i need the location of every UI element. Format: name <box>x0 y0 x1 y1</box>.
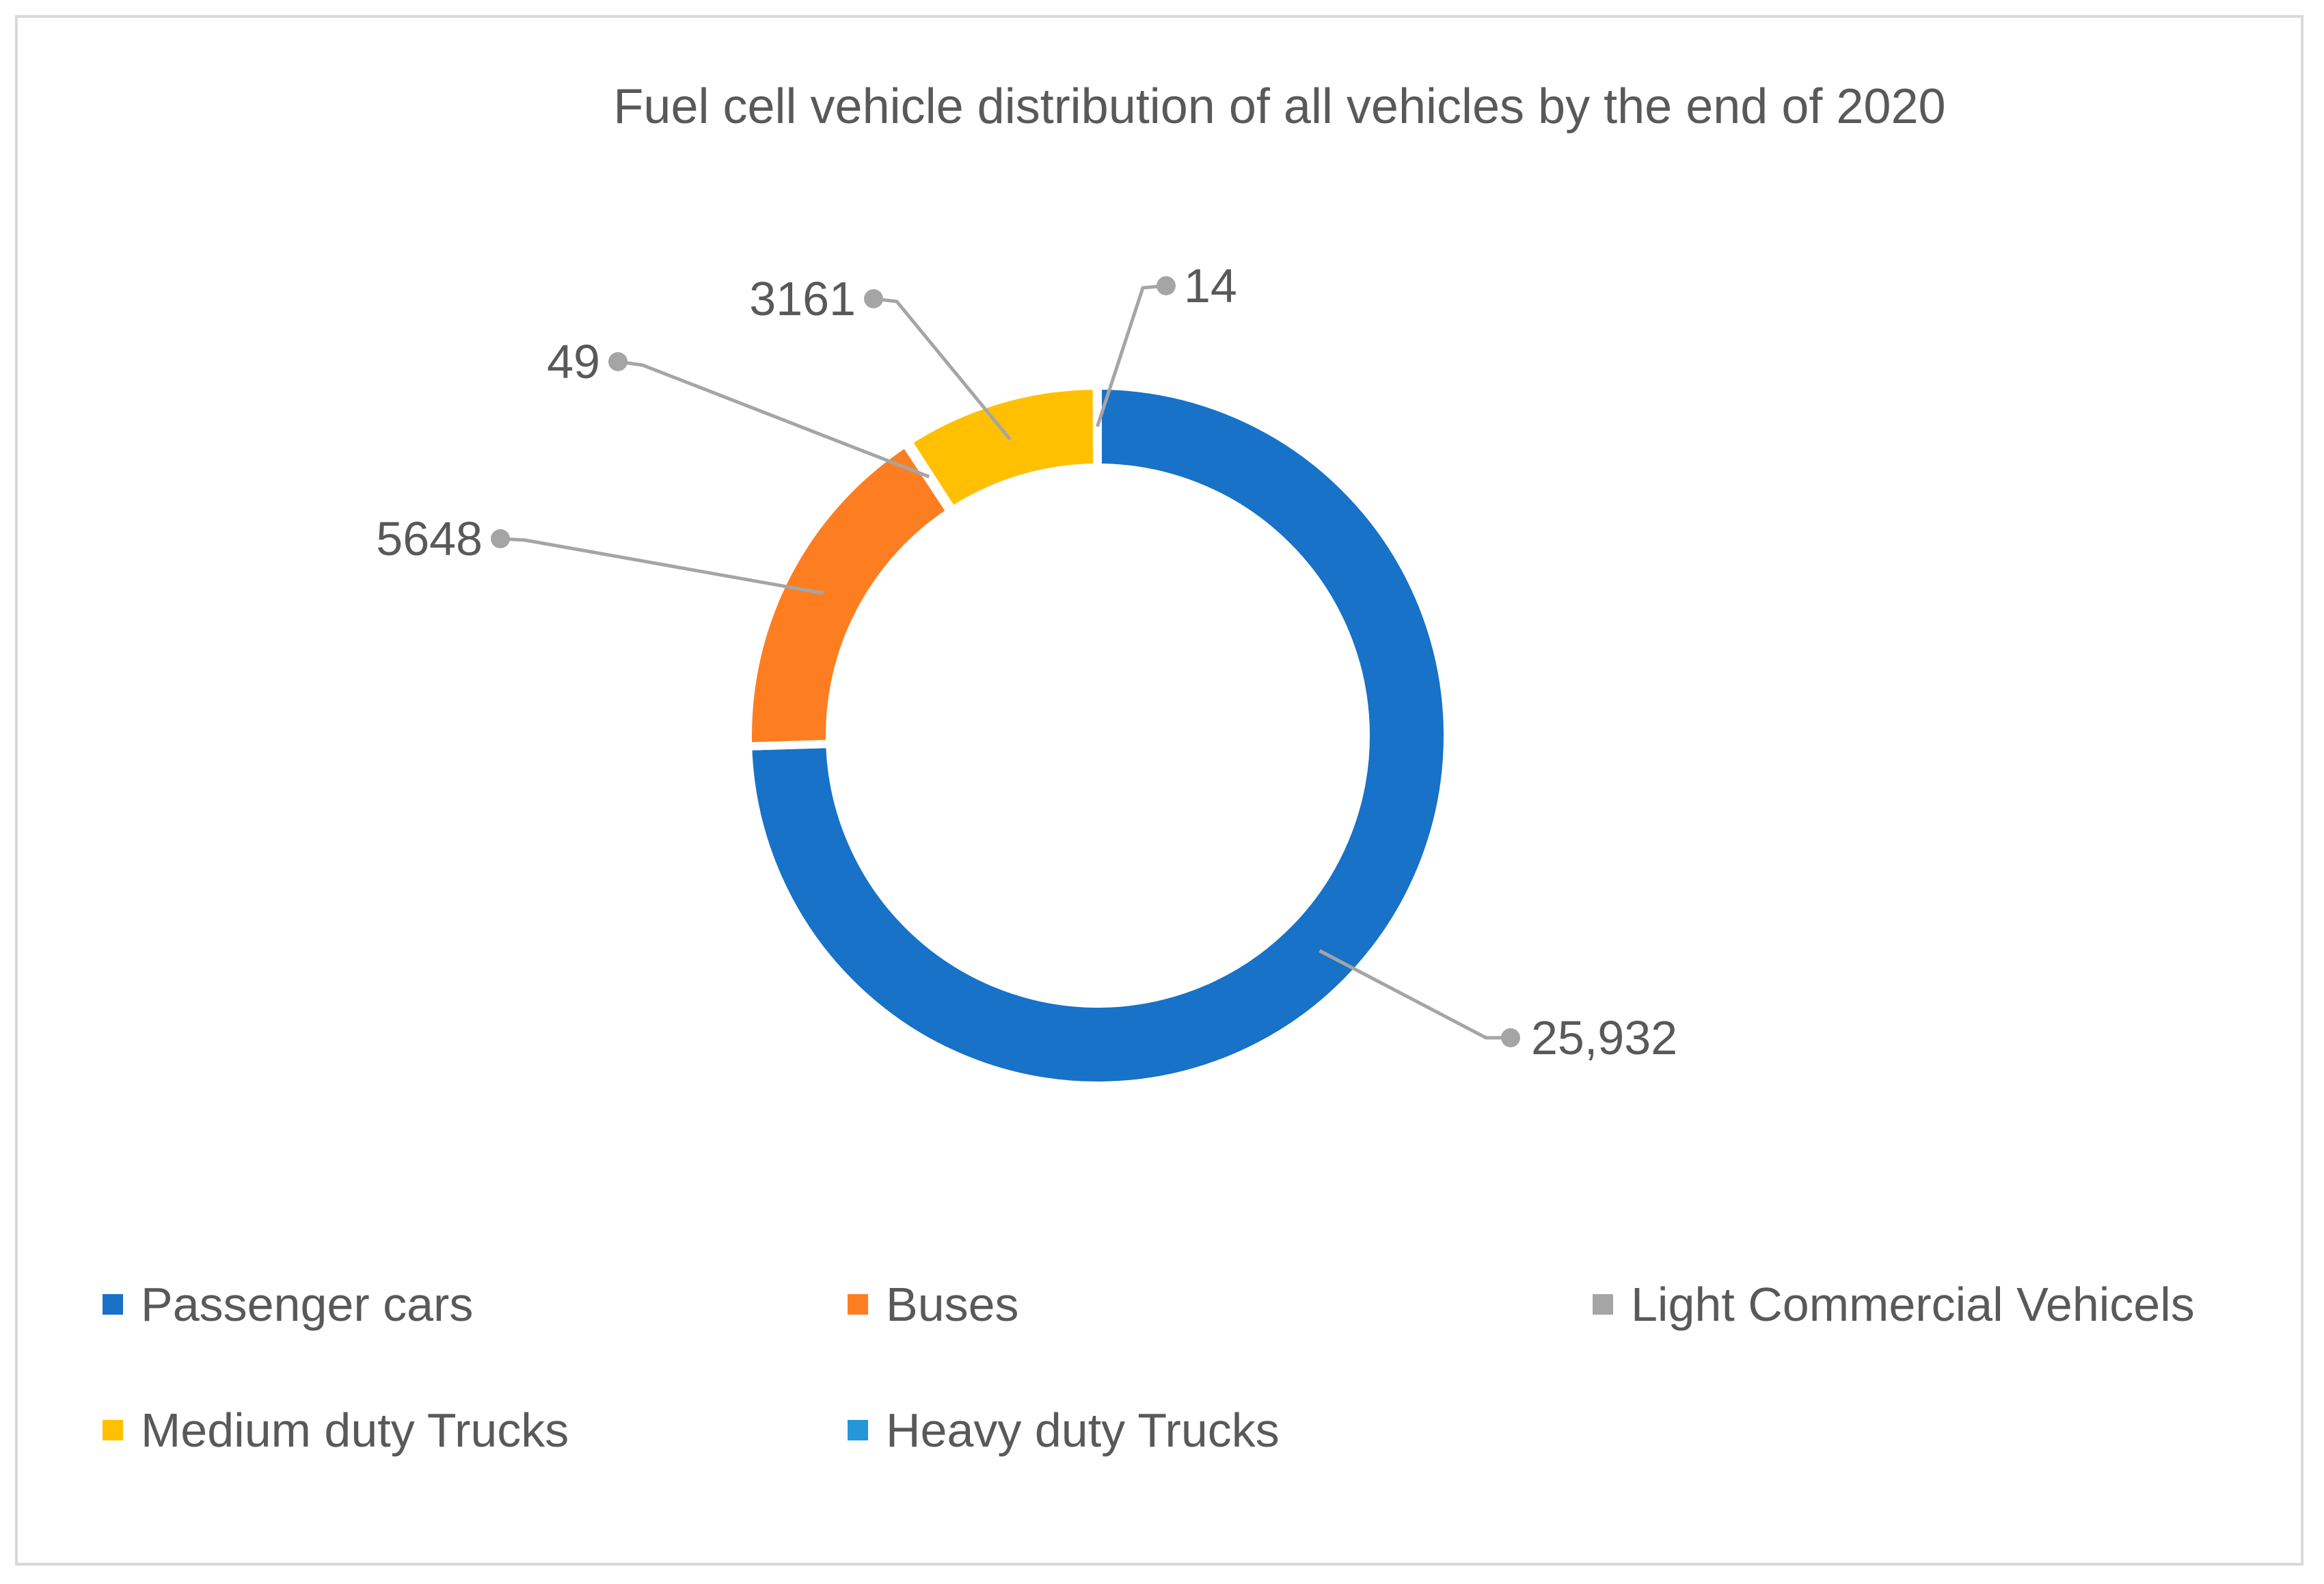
data-label-passenger-cars: 25,932 <box>1531 1011 1677 1064</box>
legend-label: Heavy duty Trucks <box>886 1404 1280 1457</box>
legend-label: Medium duty Trucks <box>141 1404 569 1457</box>
data-labels: 25,932 5648 49 3161 14 <box>376 259 1677 1064</box>
legend-swatch <box>848 1294 868 1315</box>
leader-lines <box>491 276 1520 1047</box>
legend-item-buses: Buses <box>848 1277 1019 1332</box>
leader-line-buses <box>500 537 824 595</box>
slice-heavy-duty-trucks <box>1092 381 1102 472</box>
legend-swatch <box>1593 1294 1613 1315</box>
leader-dot-light-commercial-vehicels <box>608 352 627 371</box>
data-label-buses: 5648 <box>376 512 483 565</box>
legend-swatch <box>103 1294 123 1315</box>
slice-buses <box>744 439 955 751</box>
chart-frame <box>15 15 2303 1566</box>
legend-item-passenger-cars: Passenger cars <box>103 1277 473 1332</box>
doughnut-slices <box>744 381 1452 1090</box>
leader-dot-heavy-duty-trucks <box>1157 276 1176 295</box>
leader-line-light-commercial-vehicels <box>617 360 930 479</box>
legend-item-light-commercial-vehicels: Light Commercial Vehicels <box>1593 1277 2195 1332</box>
legend-item-heavy-duty-trucks: Heavy duty Trucks <box>848 1403 1280 1458</box>
legend-item-medium-duty-trucks: Medium duty Trucks <box>103 1403 569 1458</box>
leader-dot-medium-duty-trucks <box>864 289 883 308</box>
legend-label: Passenger cars <box>141 1278 474 1331</box>
legend-swatch <box>848 1420 868 1440</box>
data-label-light-commercial-vehicels: 49 <box>547 335 600 388</box>
slice-passenger-cars <box>744 381 1452 1090</box>
legend-label: Light Commercial Vehicels <box>1631 1278 2195 1331</box>
legend-swatch <box>103 1420 123 1440</box>
data-label-medium-duty-trucks: 3161 <box>749 272 856 325</box>
chart-title: Fuel cell vehicle distribution of all ve… <box>613 79 1945 134</box>
leader-dot-buses <box>491 529 510 548</box>
legend-label: Buses <box>886 1278 1019 1331</box>
slice-medium-duty-trucks <box>904 381 1102 515</box>
data-label-heavy-duty-trucks: 14 <box>1184 259 1237 312</box>
leader-dot-passenger-cars <box>1501 1028 1520 1047</box>
